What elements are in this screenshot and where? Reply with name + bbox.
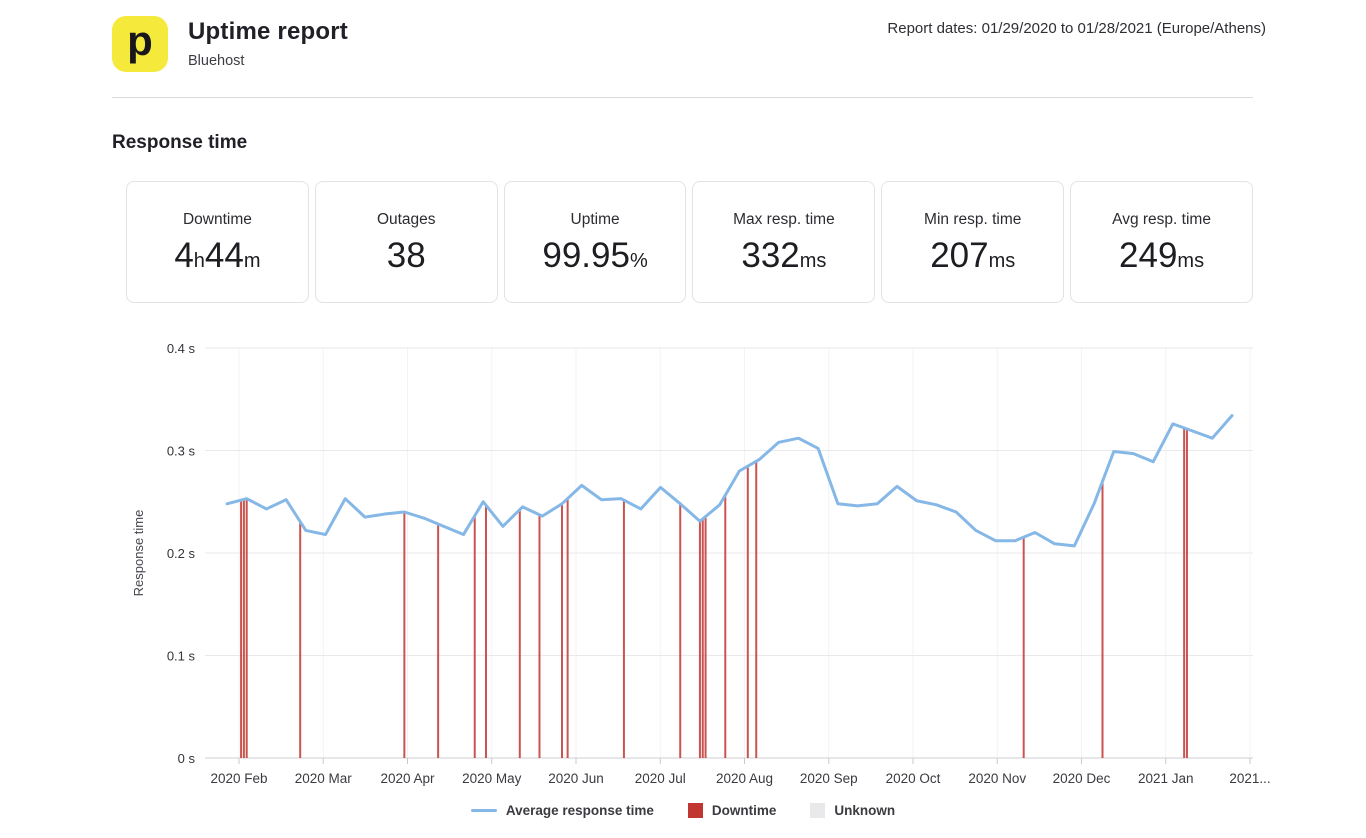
downtime-bars <box>240 427 1188 758</box>
svg-text:2020 Mar: 2020 Mar <box>295 771 353 786</box>
page-title: Uptime report <box>188 18 348 45</box>
uptime-report-page: p Uptime report Bluehost Report dates: 0… <box>0 0 1366 818</box>
svg-text:0.3 s: 0.3 s <box>167 444 196 459</box>
y-axis: 0.4 s 0.3 s 0.2 s 0.1 s 0 s <box>167 341 1253 766</box>
response-time-chart: 2020 Feb 2020 Mar 2020 Apr 2020 May 2020 Jun… <box>131 341 1271 786</box>
report-dates: Report dates: 01/29/2020 to 01/28/2021 (… <box>887 20 1266 37</box>
x-axis: 2020 Feb 2020 Mar 2020 Apr 2020 May 2020 Jun… <box>210 348 1271 786</box>
legend-label: Average response time <box>505 803 654 818</box>
stat-label: Min resp. time <box>924 211 1022 228</box>
svg-text:0.2 s: 0.2 s <box>167 546 196 561</box>
svg-text:0 s: 0 s <box>178 751 196 766</box>
svg-text:2020 Dec: 2020 Dec <box>1053 771 1111 786</box>
stat-card-downtime: Downtime 4 h 44 m <box>126 181 309 303</box>
legend-item-unknown: Unknown <box>810 803 895 818</box>
stat-value-uptime: 99.95% <box>542 236 648 275</box>
svg-text:0.1 s: 0.1 s <box>167 649 196 664</box>
stat-value-avg-resp-time: 249 ms <box>1119 236 1205 275</box>
legend-item-downtime: Downtime <box>687 803 777 818</box>
svg-text:2020 Apr: 2020 Apr <box>380 771 435 786</box>
svg-text:2020 Aug: 2020 Aug <box>716 771 773 786</box>
stat-card-avg-resp-time: Avg resp. time 249 ms <box>1070 181 1253 303</box>
svg-text:2021 Jan: 2021 Jan <box>1138 771 1194 786</box>
svg-text:2020 Nov: 2020 Nov <box>968 771 1026 786</box>
stat-card-outages: Outages 38 <box>314 181 498 303</box>
legend-label: Downtime <box>711 803 777 818</box>
pingdom-logo[interactable]: p <box>112 16 168 72</box>
chart-area: 2020 Feb 2020 Mar 2020 Apr 2020 May 2020 Jun… <box>0 329 1366 818</box>
stat-label: Outages <box>376 211 436 228</box>
svg-text:2020 Feb: 2020 Feb <box>210 771 267 786</box>
section-title: Response time <box>112 132 248 153</box>
stat-value-max-resp-time: 332 ms <box>741 236 827 275</box>
unknown-swatch-icon <box>810 803 826 818</box>
legend-item-average-response-time: Average response time <box>470 803 654 818</box>
svg-text:2020 Jul: 2020 Jul <box>635 771 686 786</box>
y-axis-title: Response time <box>131 510 146 597</box>
check-name: Bluehost <box>188 53 245 69</box>
svg-text:2020 May: 2020 May <box>462 771 522 786</box>
stat-label: Uptime <box>570 211 620 228</box>
stat-value-min-resp-time: 207 ms <box>930 236 1016 275</box>
average-response-time-line <box>225 414 1234 548</box>
stat-card-max-resp-time: Max resp. time 332 ms <box>692 181 876 303</box>
chart-legend: Average response time Downtime Unknown <box>0 803 1366 818</box>
stat-label: Downtime <box>182 211 252 228</box>
stat-value-outages: 38 <box>386 236 426 275</box>
stat-label: Avg resp. time <box>1112 211 1211 228</box>
svg-text:2020 Jun: 2020 Jun <box>548 771 604 786</box>
pingdom-logo-letter: p <box>127 17 153 64</box>
report-header: p Uptime report Bluehost Report dates: 0… <box>0 0 1366 72</box>
header-divider <box>112 97 1253 98</box>
stat-label: Max resp. time <box>733 211 835 228</box>
svg-text:2021...: 2021... <box>1229 771 1270 786</box>
line-swatch-icon <box>470 809 497 812</box>
stats-row: Downtime 4 h 44 m Outages 38 Uptime 99.95% … <box>126 181 1253 303</box>
stat-card-min-resp-time: Min resp. time 207 ms <box>881 181 1065 303</box>
svg-text:2020 Oct: 2020 Oct <box>886 771 941 786</box>
svg-text:0.4 s: 0.4 s <box>167 341 196 356</box>
svg-text:2020 Sep: 2020 Sep <box>800 771 858 786</box>
downtime-swatch-icon <box>687 803 703 818</box>
stat-card-uptime: Uptime 99.95% <box>503 181 687 303</box>
legend-label: Unknown <box>834 803 896 818</box>
stat-value-downtime: 4 h 44 m <box>174 236 261 275</box>
